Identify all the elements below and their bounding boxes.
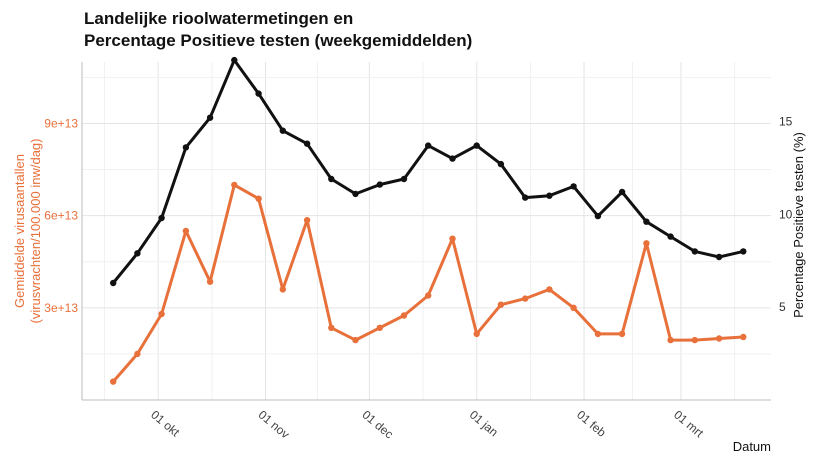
- y-axis-label-left-line: Gemiddelde virusaantallen: [12, 154, 27, 308]
- data-point-virus: [497, 301, 505, 308]
- data-point-positive-tests: [740, 248, 747, 255]
- data-point-positive-tests: [570, 183, 577, 190]
- y-axis-label-right: Percentage Positieve testen (%): [791, 132, 806, 318]
- x-tick-label: 01 jan: [467, 408, 501, 440]
- data-point-virus: [206, 278, 214, 285]
- x-tick-label: 01 okt: [148, 408, 183, 440]
- x-axis-label: Datum: [733, 439, 771, 454]
- data-point-positive-tests: [158, 214, 165, 222]
- data-point-positive-tests: [425, 142, 432, 149]
- chart-title-line: Percentage Positieve testen (weekgemidde…: [84, 31, 472, 50]
- x-tick-label: 01 mrt: [671, 408, 707, 441]
- data-point-positive-tests: [352, 190, 359, 198]
- data-point-virus: [667, 336, 674, 344]
- data-point-virus: [376, 324, 383, 331]
- data-point-positive-tests: [231, 56, 238, 64]
- data-point-virus: [400, 312, 408, 319]
- y-tick-label-right: 10: [779, 207, 793, 221]
- data-point-positive-tests: [303, 140, 311, 147]
- data-point-positive-tests: [715, 253, 723, 261]
- y-axis-label-left: Gemiddelde virusaantallen(virusvrachten/…: [12, 139, 43, 324]
- data-point-virus: [231, 181, 238, 189]
- data-point-positive-tests: [206, 114, 214, 121]
- data-point-positive-tests: [182, 144, 190, 151]
- data-point-positive-tests: [134, 250, 141, 257]
- data-point-virus: [255, 195, 262, 202]
- data-point-positive-tests: [255, 90, 262, 97]
- data-point-virus: [425, 292, 432, 299]
- data-point-positive-tests: [497, 160, 505, 168]
- data-point-positive-tests: [643, 218, 650, 225]
- data-point-virus: [352, 336, 359, 344]
- data-point-virus: [473, 330, 480, 338]
- data-point-positive-tests: [618, 188, 626, 196]
- y-tick-label-left: 3e+13: [44, 301, 78, 315]
- x-tick-label: 01 nov: [256, 408, 293, 442]
- data-point-positive-tests: [376, 181, 383, 188]
- data-point-positive-tests: [400, 175, 408, 183]
- x-tick-label: 01 dec: [359, 408, 396, 442]
- data-point-positive-tests: [594, 212, 602, 220]
- y-tick-label-right: 15: [779, 114, 793, 128]
- data-point-virus: [618, 330, 626, 338]
- data-point-virus: [449, 235, 456, 242]
- y-tick-label-left: 9e+13: [44, 116, 78, 130]
- data-point-virus: [522, 295, 529, 302]
- data-point-positive-tests: [667, 233, 674, 240]
- data-point-virus: [643, 240, 650, 247]
- data-point-positive-tests: [279, 127, 286, 134]
- data-point-virus: [134, 350, 141, 358]
- x-tick-label: 01 feb: [574, 408, 609, 440]
- data-point-virus: [182, 227, 190, 235]
- data-point-positive-tests: [691, 248, 698, 255]
- data-point-virus: [546, 286, 553, 293]
- y-axis-label-left-line: (virusvrachten/100.000 inw/dag): [28, 139, 43, 324]
- data-point-virus: [691, 336, 698, 344]
- data-point-positive-tests: [522, 194, 529, 201]
- data-point-virus: [570, 304, 577, 311]
- y-tick-label-left: 6e+13: [44, 209, 78, 223]
- data-point-virus: [158, 310, 165, 318]
- chart-title-line: Landelijke rioolwatermetingen en: [84, 9, 353, 28]
- data-point-virus: [110, 378, 117, 385]
- data-point-positive-tests: [110, 279, 117, 287]
- data-point-virus: [303, 217, 311, 224]
- data-point-positive-tests: [449, 155, 456, 162]
- data-point-virus: [715, 335, 723, 342]
- data-point-virus: [594, 330, 602, 338]
- data-point-virus: [740, 333, 747, 341]
- y-tick-label-right: 5: [779, 300, 786, 314]
- data-point-positive-tests: [546, 192, 553, 199]
- data-point-positive-tests: [328, 175, 335, 183]
- data-point-virus: [328, 324, 335, 331]
- data-point-virus: [279, 286, 286, 293]
- data-point-positive-tests: [473, 142, 480, 149]
